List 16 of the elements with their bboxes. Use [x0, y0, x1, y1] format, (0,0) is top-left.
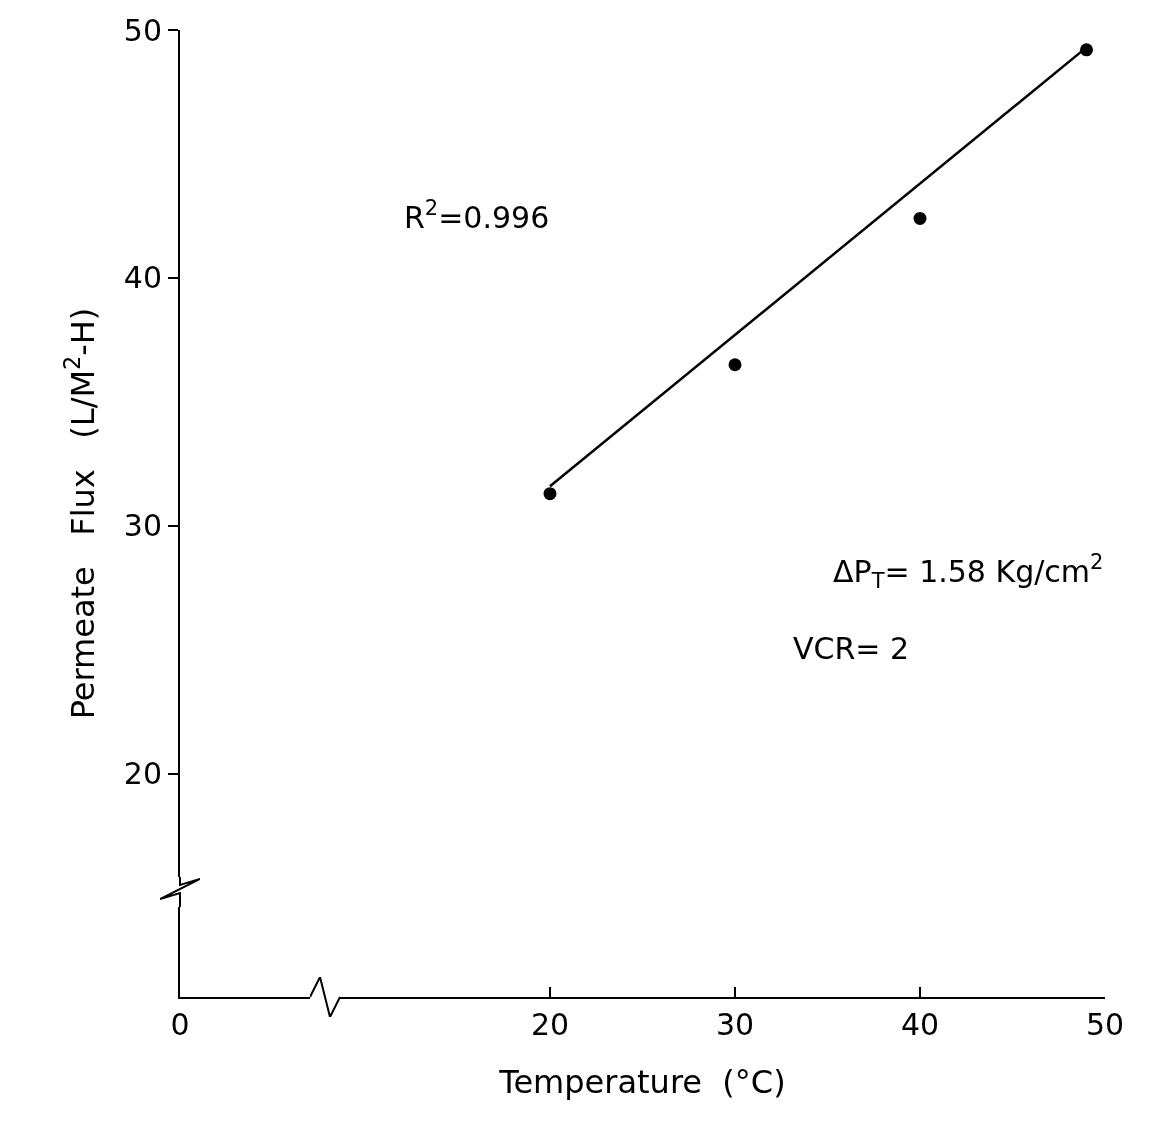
y-tick-label: 50	[123, 12, 162, 48]
y-tick-label: 30	[123, 508, 162, 544]
annotation: VCR= 2	[793, 631, 910, 666]
x-tick-label: 0	[170, 1007, 190, 1042]
x-tick-label: 50	[1085, 1007, 1125, 1042]
x-tick-label: 20	[530, 1007, 570, 1042]
annotation: ΔP$_{T}$= 1.58 Kg/cm$^{2}$	[833, 550, 1104, 593]
point	[543, 487, 557, 501]
x-tick-label: 40	[900, 1007, 940, 1042]
x-tick-label: 30	[715, 1007, 755, 1042]
x-axis-title: Temperature (°C)	[498, 1063, 786, 1102]
y-tick-label: 40	[123, 260, 162, 296]
y-tick-label: 20	[123, 756, 162, 792]
point	[728, 358, 742, 372]
point	[913, 211, 927, 225]
annotation: R$^{2}$=0.996	[404, 196, 550, 235]
